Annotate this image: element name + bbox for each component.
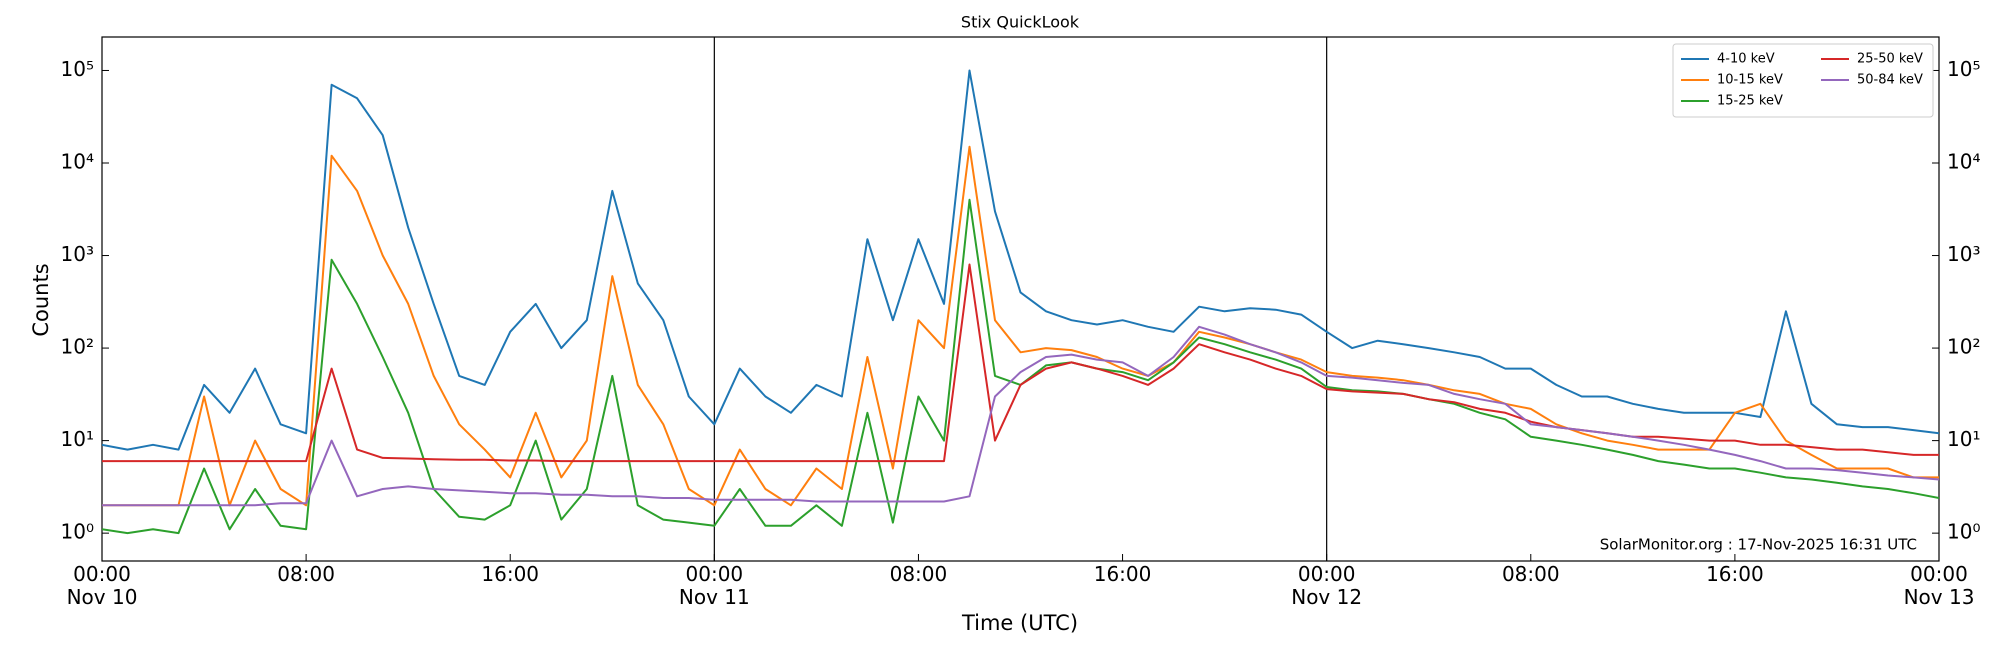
legend-label: 25-50 keV	[1857, 52, 1923, 67]
y-tick-label-right: 10⁵	[1947, 57, 1980, 81]
series-line	[102, 69, 1939, 451]
x-tick-label: 08:00	[277, 562, 335, 586]
y-tick-label-right: 10¹	[1947, 427, 1980, 451]
y-tick-label-right: 10⁴	[1947, 150, 1980, 174]
x-tick-label: 16:00	[481, 562, 539, 586]
plot-frame	[101, 36, 1940, 562]
y-tick-label-right: 10²	[1947, 335, 1980, 359]
x-tick-label: 08:00	[890, 562, 948, 586]
x-tick-label: 16:00	[1094, 562, 1152, 586]
y-tick-label: 10³	[61, 242, 94, 266]
series-line	[102, 325, 1939, 507]
y-tick-label-right: 10³	[1947, 242, 1980, 266]
y-tick-label: 10²	[61, 335, 94, 359]
x-tick-label: 08:00	[1502, 562, 1560, 586]
x-tick-label: 16:00	[1706, 562, 1764, 586]
x-tick-label: 00:00 Nov 12	[1291, 562, 1362, 609]
y-tick-label: 10⁰	[61, 520, 94, 544]
y-axis-label: Counts	[29, 263, 53, 336]
x-axis-label: Time (UTC)	[961, 611, 1078, 635]
legend-label: 15-25 keV	[1717, 94, 1783, 109]
legend-label: 4-10 keV	[1717, 52, 1775, 67]
x-tick-label: 00:00 Nov 11	[679, 562, 750, 609]
series-line	[102, 198, 1939, 535]
x-tick-label: 00:00 Nov 13	[1904, 562, 1975, 609]
legend-label: 50-84 keV	[1857, 73, 1923, 88]
y-tick-label: 10¹	[61, 427, 94, 451]
y-tick-label-right: 10⁰	[1947, 520, 1980, 544]
x-tick-label: 00:00 Nov 10	[67, 562, 138, 609]
legend-box	[1672, 43, 1934, 118]
series-line	[102, 145, 1939, 507]
annotation: SolarMonitor.org : 17-Nov-2025 16:31 UTC	[1600, 536, 1917, 554]
chart-title: Stix QuickLook	[961, 13, 1080, 32]
y-tick-label: 10⁵	[61, 57, 94, 81]
legend-label: 10-15 keV	[1717, 73, 1783, 88]
y-tick-label: 10⁴	[61, 150, 94, 174]
series-line	[102, 263, 1939, 463]
